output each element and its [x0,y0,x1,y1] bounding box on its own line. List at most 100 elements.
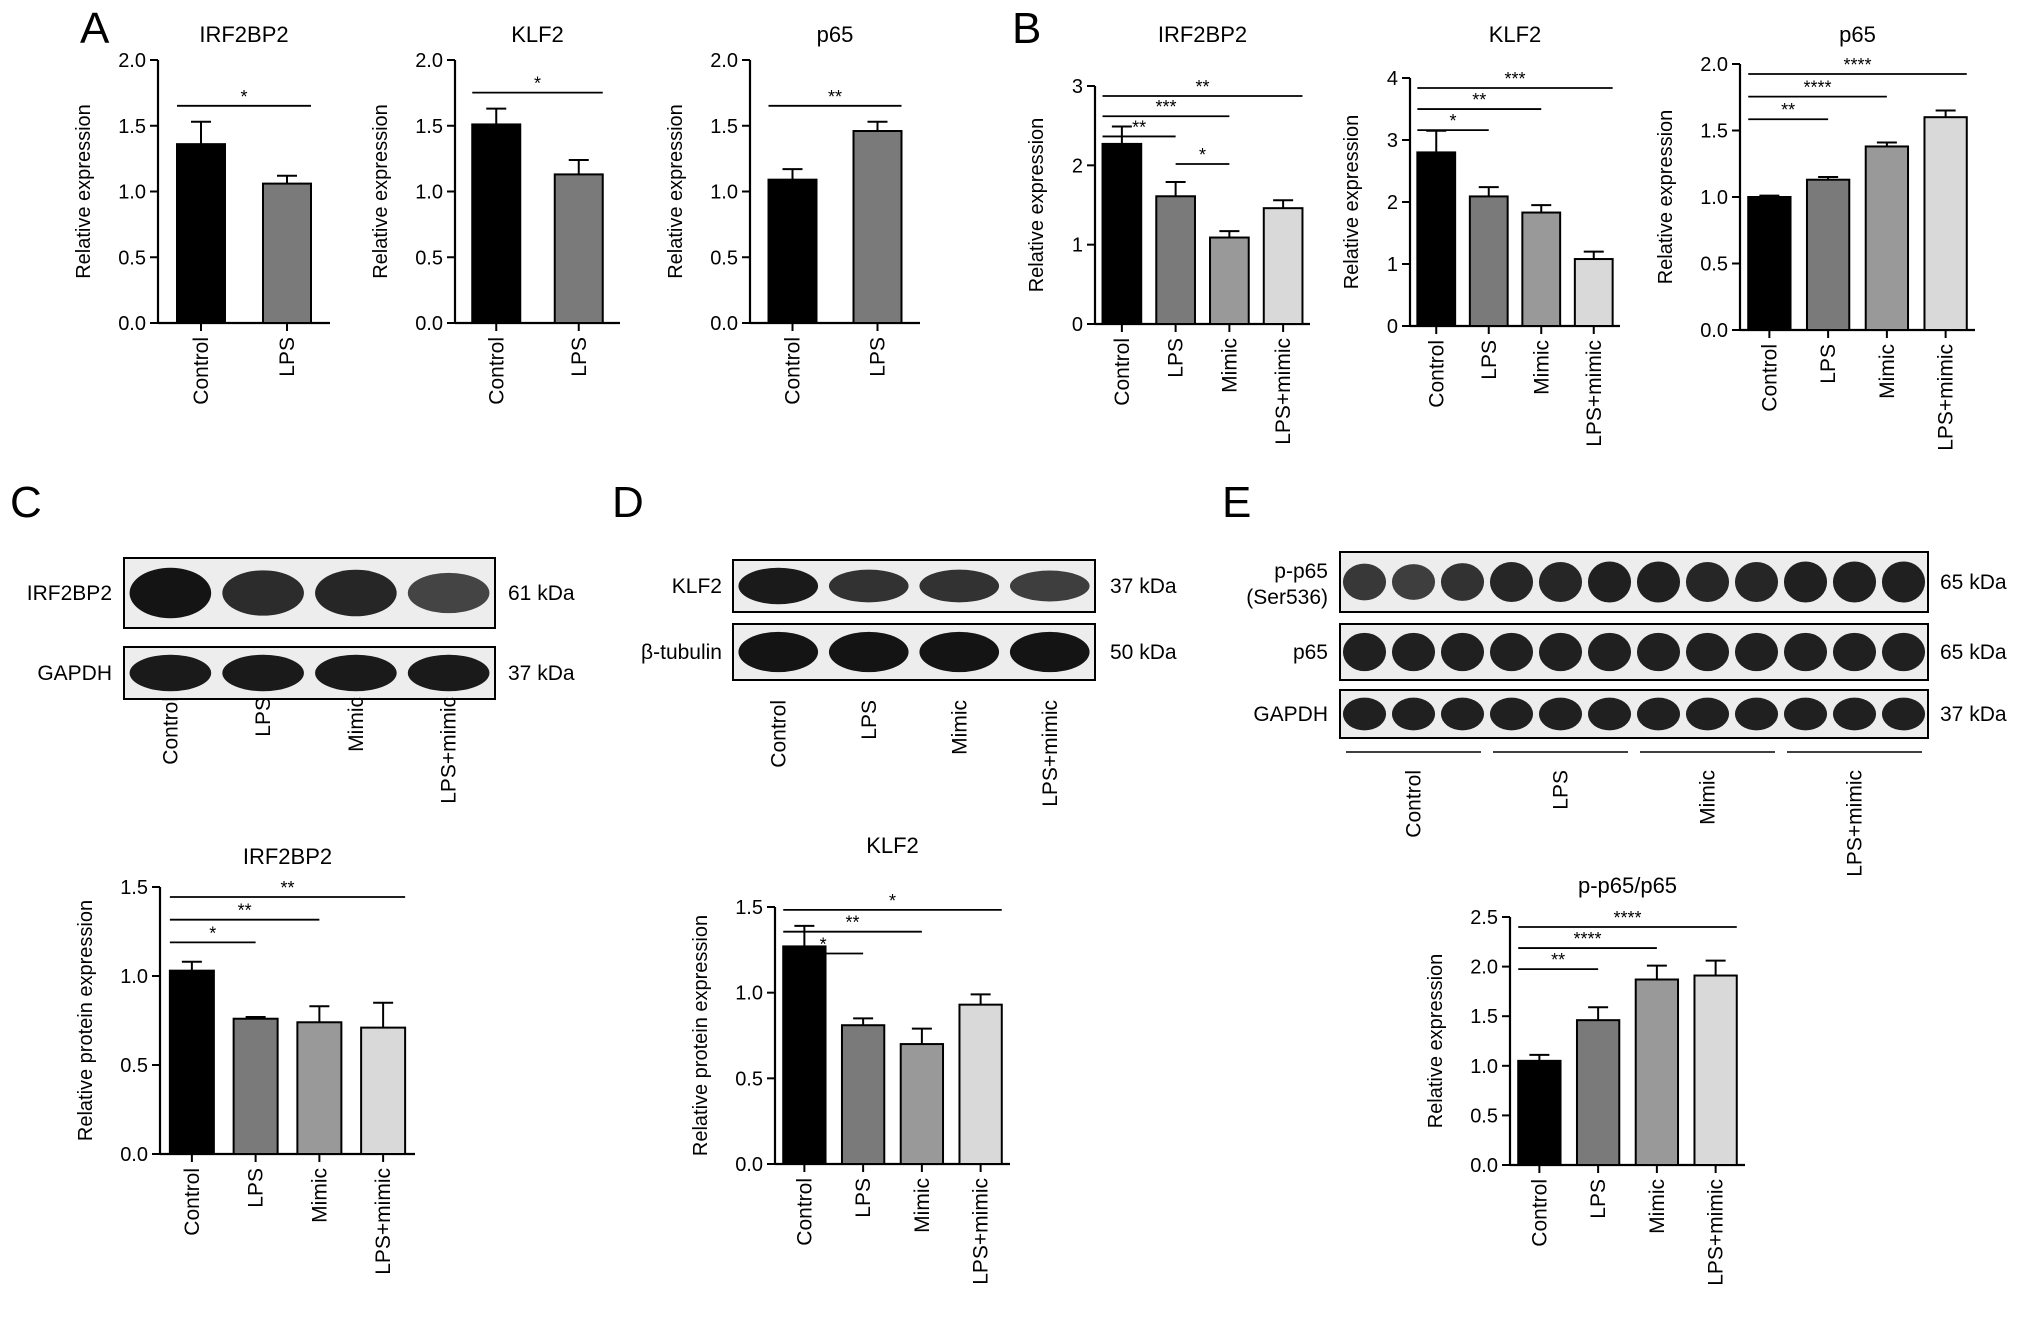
significance-label: ** [1195,77,1209,97]
significance-label: * [1199,145,1206,165]
x-tick-label: Control [1111,338,1134,406]
y-axis-label: Relative expression [73,104,95,279]
chart-title: KLF2 [511,22,564,47]
chart-title: KLF2 [1489,22,1542,47]
blot-band [1538,632,1583,672]
x-tick-label: Mimic [1646,1179,1669,1234]
lane-label: LPS+mimic [438,697,461,804]
lane-label: LPS [858,700,881,740]
bar [1416,151,1457,327]
lane-label: Mimic [948,700,971,755]
x-tick-label: Control [1425,340,1448,408]
x-tick-label: LPS+mimic [1583,340,1606,447]
y-axis-label: Relative expression [370,104,392,279]
lane-label: Control [1403,770,1426,838]
blot-band [1391,697,1436,731]
blot-band [919,569,1000,603]
y-tick-label: 0.5 [735,1068,763,1090]
blot-band [1832,697,1877,731]
blot-band [222,570,304,616]
y-tick-label: 2.5 [1470,907,1498,929]
y-tick-label: 0.5 [120,1055,148,1077]
y-axis-label: Relative expression [1341,115,1363,290]
significance-label: ** [1781,100,1795,120]
blot-strip [1339,689,1929,739]
significance-label: * [240,87,247,107]
bar [958,1003,1003,1165]
blot-band [1440,632,1485,672]
x-tick-label: LPS+mimic [1272,338,1295,445]
y-tick-label: 4 [1387,68,1398,90]
x-tick-label: LPS [245,1168,268,1208]
y-tick-label: 2.0 [710,50,738,72]
y-tick-label: 2.0 [1470,957,1498,979]
blot-band [1685,697,1730,731]
chart-a-klf2: KLF2 0.0 0.5 1.0 1.5 2.0 Relative expression Co… [370,22,620,405]
significance-label: ** [1551,950,1565,970]
blot-band [1734,697,1779,731]
x-tick-label: Control [1758,344,1781,412]
x-tick-label: Mimic [1530,340,1553,395]
chart-c-irf2bp2: IRF2BP2 0.0 0.5 1.0 1.5 Relative protein expr… [75,844,415,1275]
y-tick-label: 1.0 [118,182,146,204]
blot-band [1783,632,1828,672]
bar [852,130,903,324]
blot-band [1489,562,1534,602]
blot-band [1636,632,1681,672]
significance-label: **** [1613,908,1641,928]
chart-a-irf2bp2: IRF2BP2 0.0 0.5 1.0 1.5 2.0 Relative expressio… [73,22,330,405]
blot-size-label: 65 kDa [1940,641,2007,664]
blot-band [919,631,1000,673]
panel-letter-e: E [1222,478,1252,527]
y-tick-label: 0.0 [710,313,738,335]
bar [767,178,818,324]
x-tick-label: LPS [1165,338,1188,378]
bar [168,969,215,1155]
significance-label: *** [1504,69,1525,89]
blot-protein-label-line2: (Ser536) [1246,586,1328,609]
y-tick-label: 2.0 [1700,54,1728,76]
bar [1923,116,1968,331]
y-tick-label: 1.5 [415,116,443,138]
x-tick-label: LPS [867,337,890,377]
y-tick-label: 2 [1387,192,1398,214]
y-tick-label: 1.0 [415,182,443,204]
blot-band [1440,697,1485,731]
blot-band [222,654,304,692]
bar [1575,1019,1621,1167]
y-tick-label: 0.0 [118,313,146,335]
x-tick-label: Control [485,337,508,405]
y-tick-label: 0.0 [120,1144,148,1166]
x-tick-label: Control [782,337,805,405]
blot-protein-label: GAPDH [1253,703,1328,726]
blot-band [1009,570,1090,602]
blot-band [1832,561,1877,603]
blot-band [407,572,490,614]
western-blot-d: KLF2 37 kDa β-tubulin 50 kDa Control LPS Mimic… [641,559,1177,807]
significance-label: **** [1843,55,1871,75]
bar [1468,195,1509,327]
blot-band [129,654,212,692]
chart-title: KLF2 [866,833,919,858]
blot-size-label: 61 kDa [508,582,575,605]
blot-band [1489,697,1534,731]
chart-b-p65: p65 0.0 0.5 1.0 1.5 2.0 Relative expression Con… [1655,22,1975,451]
bar [899,1043,945,1165]
y-tick-label: 1.5 [118,116,146,138]
significance-label: * [820,935,827,955]
blot-size-label: 65 kDa [1940,571,2007,594]
bar [176,143,226,324]
blot-band [1881,561,1926,603]
bar [1747,196,1792,331]
blot-band [1342,563,1387,601]
x-tick-label: Mimic [308,1168,331,1223]
bar [1573,258,1614,328]
bar [1805,178,1851,331]
y-tick-label: 0.0 [415,313,443,335]
bar [1864,145,1910,331]
chart-title: IRF2BP2 [1158,22,1247,47]
x-tick-label: LPS+mimic [372,1168,395,1275]
y-tick-label: 2 [1072,155,1083,177]
bar [1517,1059,1562,1166]
y-axis-label: Relative protein expression [75,900,97,1141]
